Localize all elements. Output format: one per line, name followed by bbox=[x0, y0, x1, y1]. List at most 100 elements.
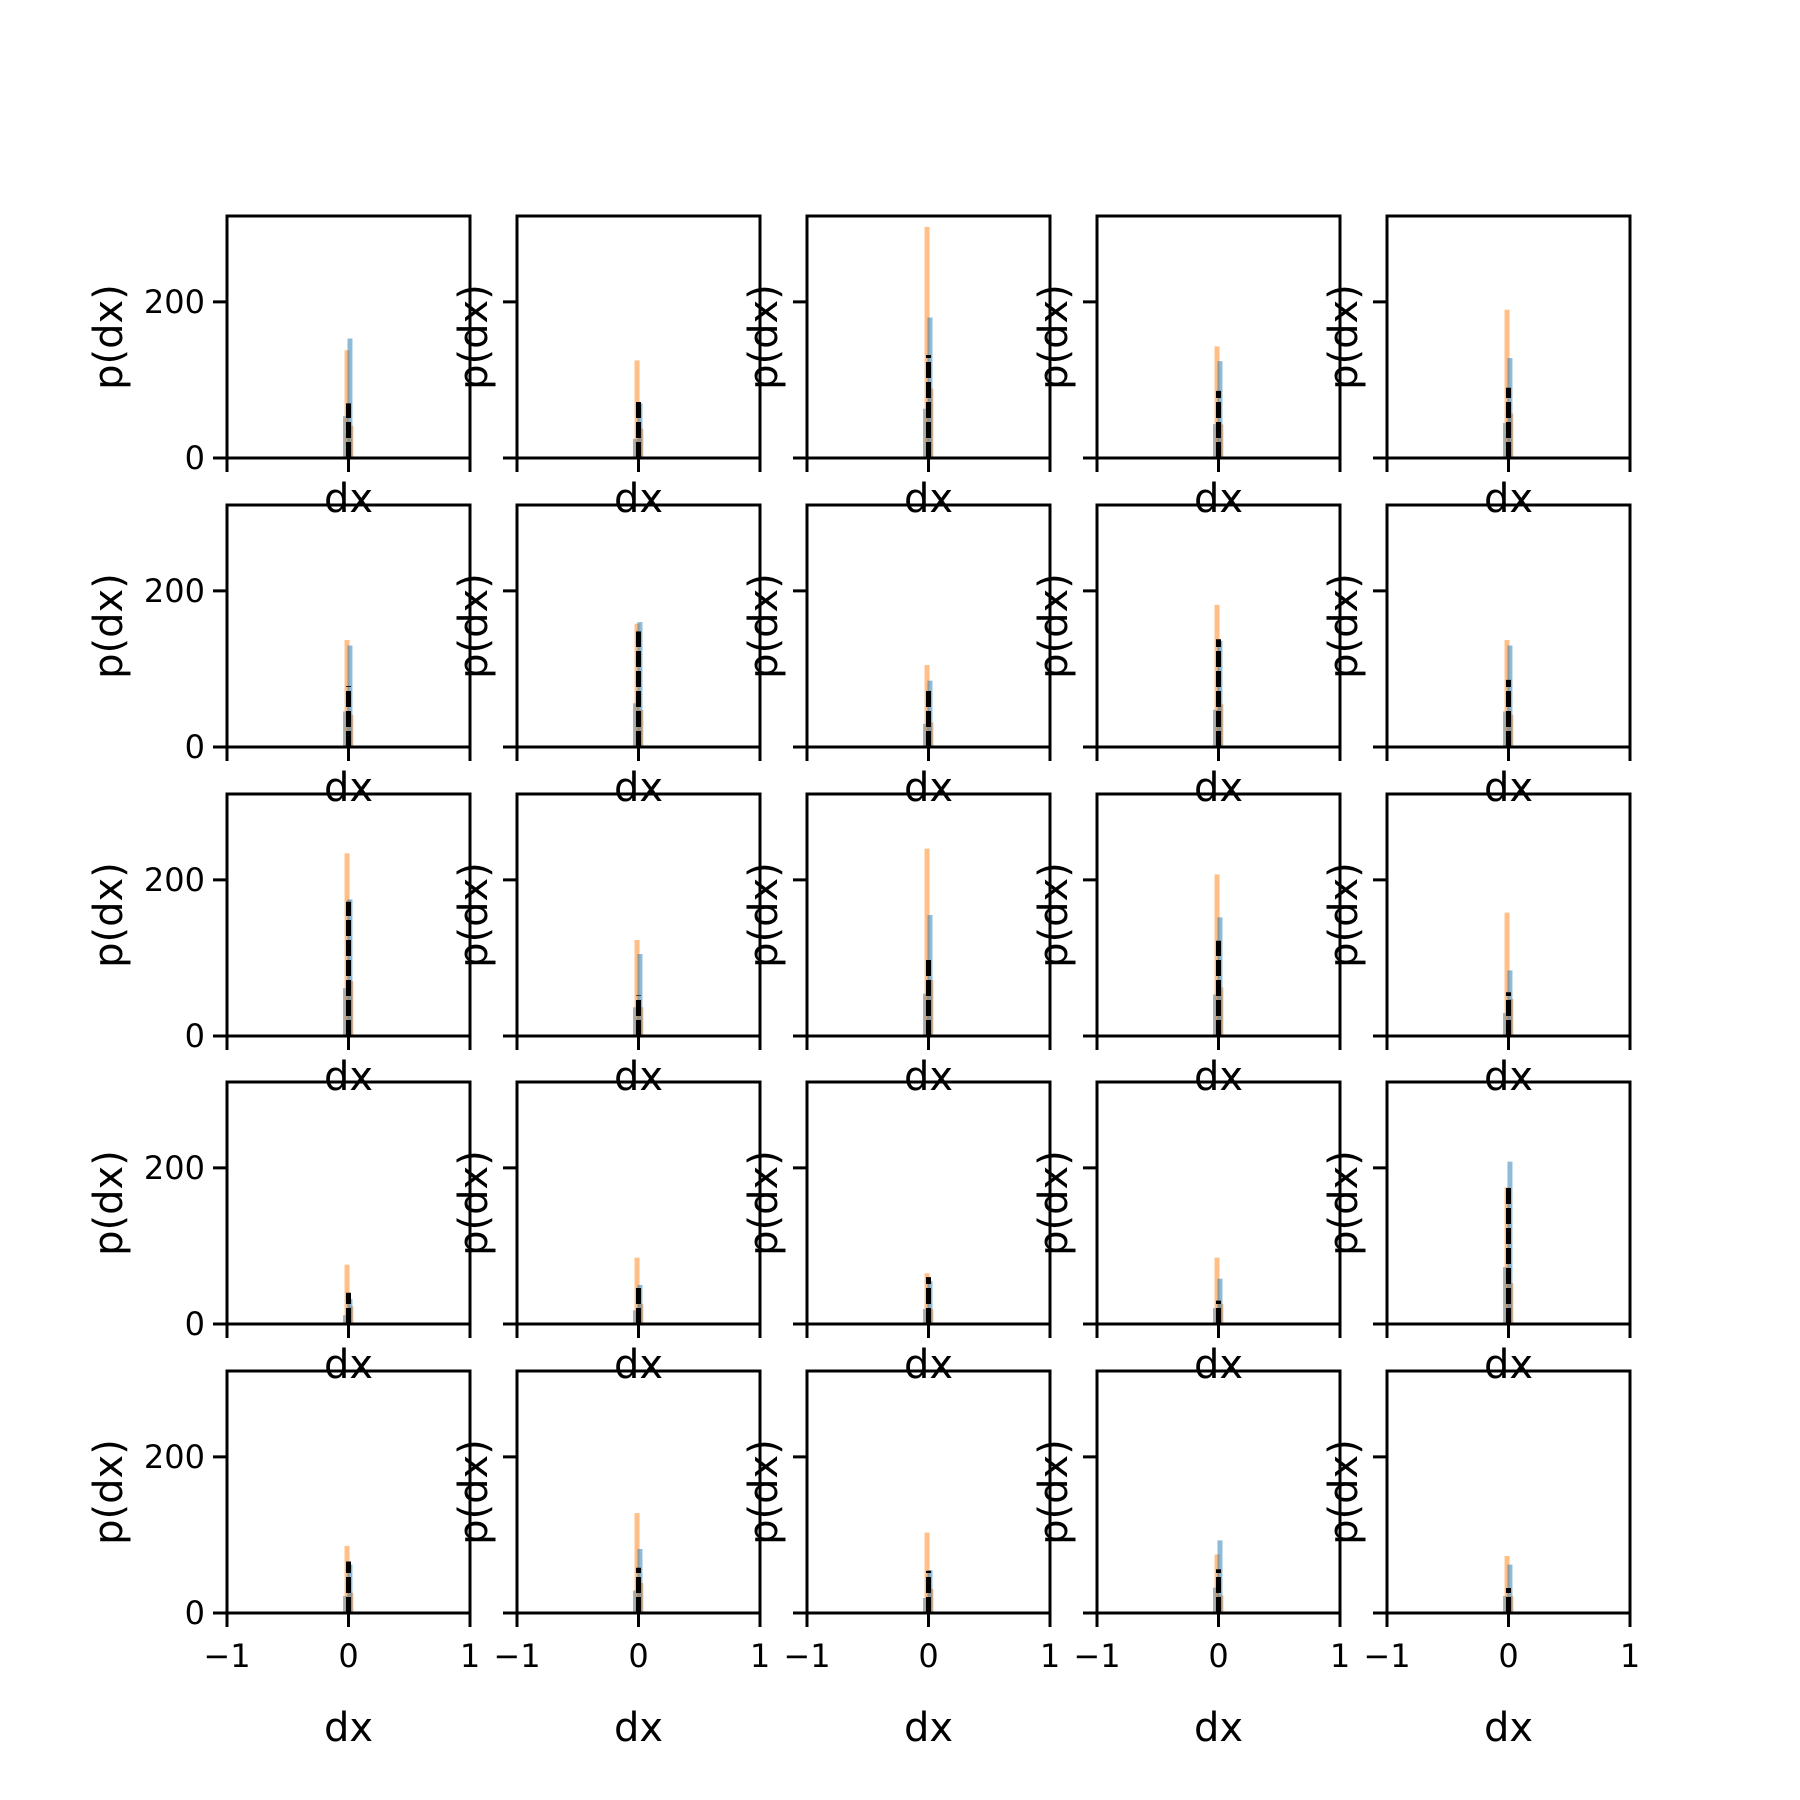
y-axis-label: p(dx) bbox=[451, 284, 497, 390]
orange-bar bbox=[1504, 912, 1510, 1036]
x-axis-label: dx bbox=[324, 765, 373, 811]
subplot-panel: dx p(dx) bbox=[741, 1080, 1052, 1388]
y-axis-label: p(dx) bbox=[1321, 862, 1367, 968]
x-tick-label: −1 bbox=[1363, 1637, 1410, 1675]
subplot-panel: −1 0 1 dx p(dx) bbox=[741, 1369, 1060, 1751]
y-axis-label: p(dx) bbox=[1031, 284, 1077, 390]
subplot-panel: −1 0 1 dx p(dx) bbox=[1321, 1369, 1640, 1751]
x-tick-label: 0 bbox=[918, 1637, 938, 1675]
y-axis-label: p(dx) bbox=[1321, 284, 1367, 390]
orange-bar bbox=[924, 848, 930, 1036]
x-tick-label: −1 bbox=[203, 1637, 250, 1675]
x-tick-label: 1 bbox=[1620, 1637, 1640, 1675]
x-axis-label: dx bbox=[614, 1705, 663, 1751]
subplot-panel: dx p(dx) bbox=[741, 214, 1052, 522]
y-axis-label: p(dx) bbox=[86, 573, 132, 679]
y-axis-label: p(dx) bbox=[1321, 573, 1367, 679]
x-tick-label: 1 bbox=[1040, 1637, 1060, 1675]
subplot-panel: dx p(dx) bbox=[1031, 214, 1342, 522]
y-axis-label: p(dx) bbox=[1321, 1439, 1367, 1545]
x-tick-label: −1 bbox=[493, 1637, 540, 1675]
subplot-panel: dx p(dx) bbox=[1321, 503, 1632, 811]
y-axis-label: p(dx) bbox=[86, 862, 132, 968]
subplot-grid: 0200dxp(dx)dxp(dx)dxp(dx)dxp(dx)dxp(dx)0… bbox=[86, 214, 1640, 1751]
subplot-panel: 0 200 dx p(dx) bbox=[86, 792, 472, 1100]
x-axis-label: dx bbox=[614, 765, 663, 811]
y-axis-label: p(dx) bbox=[741, 1150, 787, 1256]
subplot-panel: 0 200 dx p(dx) bbox=[86, 1080, 472, 1388]
orange-bar bbox=[1504, 1556, 1510, 1613]
subplot-panel: dx p(dx) bbox=[1321, 792, 1632, 1100]
blue-bar bbox=[637, 954, 643, 1036]
blue-bar bbox=[347, 338, 353, 458]
subplot-panel: dx p(dx) bbox=[1321, 214, 1632, 522]
x-axis-label: dx bbox=[324, 1054, 373, 1100]
orange-bar bbox=[1504, 309, 1510, 458]
x-axis-label: dx bbox=[1484, 765, 1533, 811]
subplot-panel: 0 200 dx p(dx) bbox=[86, 214, 472, 522]
x-axis-label: dx bbox=[1484, 1054, 1533, 1100]
x-tick-label: 0 bbox=[1208, 1637, 1228, 1675]
x-tick-label: 0 bbox=[628, 1637, 648, 1675]
subplot-panel: −1 0 1 0 200 dx p(dx) bbox=[86, 1369, 480, 1751]
y-tick-label: 200 bbox=[144, 283, 205, 321]
blue-bar bbox=[1217, 917, 1223, 1036]
subplot-panel: dx p(dx) bbox=[741, 503, 1052, 811]
x-axis-label: dx bbox=[1194, 1054, 1243, 1100]
y-tick-label: 0 bbox=[185, 439, 205, 477]
y-tick-label: 0 bbox=[185, 1017, 205, 1055]
blue-bar bbox=[637, 1284, 643, 1324]
x-tick-label: 1 bbox=[1330, 1637, 1350, 1675]
y-axis-label: p(dx) bbox=[86, 284, 132, 390]
y-axis-label: p(dx) bbox=[1321, 1150, 1367, 1256]
y-axis-label: p(dx) bbox=[741, 573, 787, 679]
x-tick-label: −1 bbox=[783, 1637, 830, 1675]
orange-bar bbox=[1214, 1257, 1220, 1324]
subplot-panel: dx p(dx) bbox=[1031, 503, 1342, 811]
subplot-panel: dx p(dx) bbox=[1031, 1080, 1342, 1388]
y-tick-label: 200 bbox=[144, 572, 205, 610]
x-axis-label: dx bbox=[904, 1054, 953, 1100]
y-tick-label: 0 bbox=[185, 728, 205, 766]
y-axis-label: p(dx) bbox=[1031, 573, 1077, 679]
subplot-panel: dx p(dx) bbox=[1031, 792, 1342, 1100]
x-axis-label: dx bbox=[614, 1054, 663, 1100]
x-axis-label: dx bbox=[1484, 476, 1533, 522]
x-axis-label: dx bbox=[904, 765, 953, 811]
x-tick-label: 0 bbox=[338, 1637, 358, 1675]
y-axis-label: p(dx) bbox=[451, 573, 497, 679]
y-axis-label: p(dx) bbox=[1031, 862, 1077, 968]
y-tick-label: 200 bbox=[144, 861, 205, 899]
subplot-panel: −1 0 1 dx p(dx) bbox=[451, 1369, 770, 1751]
subplot-panel: dx p(dx) bbox=[451, 792, 762, 1100]
y-axis-label: p(dx) bbox=[1031, 1439, 1077, 1545]
subplot-panel: dx p(dx) bbox=[451, 1080, 762, 1388]
x-tick-label: 1 bbox=[750, 1637, 770, 1675]
y-tick-label: 0 bbox=[185, 1305, 205, 1343]
x-axis-label: dx bbox=[614, 1342, 663, 1388]
x-axis-label: dx bbox=[1194, 476, 1243, 522]
x-axis-label: dx bbox=[324, 1342, 373, 1388]
x-axis-label: dx bbox=[904, 1342, 953, 1388]
subplot-panel: dx p(dx) bbox=[451, 503, 762, 811]
x-axis-label: dx bbox=[1194, 765, 1243, 811]
x-axis-label: dx bbox=[1194, 1342, 1243, 1388]
y-axis-label: p(dx) bbox=[741, 284, 787, 390]
y-axis-label: p(dx) bbox=[451, 1150, 497, 1256]
x-axis-label: dx bbox=[614, 476, 663, 522]
x-tick-label: 1 bbox=[460, 1637, 480, 1675]
x-axis-label: dx bbox=[324, 1705, 373, 1751]
y-axis-label: p(dx) bbox=[1031, 1150, 1077, 1256]
blue-bar bbox=[1217, 1540, 1223, 1613]
x-axis-label: dx bbox=[904, 476, 953, 522]
orange-bar bbox=[634, 939, 640, 1036]
y-tick-label: 0 bbox=[185, 1594, 205, 1632]
subplot-panel: dx p(dx) bbox=[1321, 1080, 1632, 1388]
orange-bar bbox=[634, 1513, 640, 1613]
y-tick-label: 200 bbox=[144, 1438, 205, 1476]
subplot-panel: 0 200 dx p(dx) bbox=[86, 503, 472, 811]
x-axis-label: dx bbox=[1484, 1705, 1533, 1751]
x-axis-label: dx bbox=[324, 476, 373, 522]
